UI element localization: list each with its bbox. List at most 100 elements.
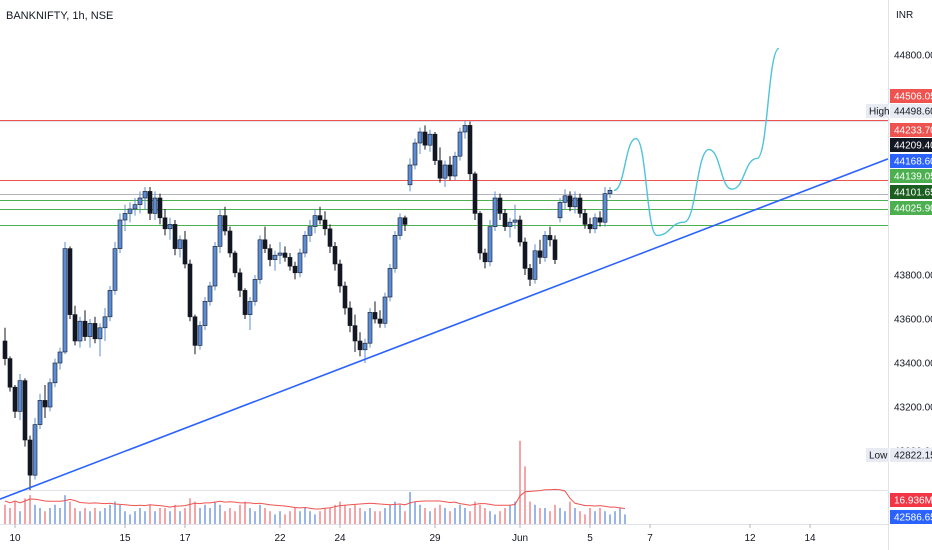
price-tag-bg <box>890 138 932 152</box>
volume-bar <box>359 508 361 524</box>
candle-body <box>7 358 13 388</box>
projection-path <box>613 47 780 237</box>
volume-bar <box>154 511 156 524</box>
candle-body <box>397 217 403 236</box>
price-tag-bg <box>890 493 932 507</box>
volume-bar <box>459 504 461 524</box>
candle-body <box>302 235 308 254</box>
candle-body <box>392 235 398 269</box>
candle-body <box>252 279 258 302</box>
candle-body <box>27 439 33 476</box>
candle-body <box>457 131 463 157</box>
volume-bar <box>169 511 171 524</box>
currency-label: INR <box>896 10 914 21</box>
volume-bars <box>4 440 626 524</box>
drawings <box>0 47 889 500</box>
price-tag-bg <box>890 448 932 462</box>
volume-bar <box>324 508 326 524</box>
volume-bar <box>539 508 541 524</box>
candle-body <box>112 248 118 291</box>
volume-bar <box>444 508 446 524</box>
candle-body <box>432 133 438 161</box>
volume-bar <box>474 501 476 524</box>
volume-bar <box>334 504 336 524</box>
time-tick: 15 <box>119 533 131 544</box>
price-tag: 44168.60 <box>894 157 932 168</box>
volume-bar <box>454 508 456 524</box>
volume-bar <box>49 508 51 524</box>
trendline <box>0 158 889 500</box>
candle-body <box>142 191 148 199</box>
volume-bar <box>564 511 566 524</box>
time-tick: 22 <box>274 533 286 544</box>
candle-body <box>22 380 28 441</box>
volume-bar <box>19 511 21 524</box>
volume-bar <box>489 511 491 524</box>
volume-bar <box>339 501 341 524</box>
candle-body <box>107 290 113 318</box>
candle-body <box>292 265 298 274</box>
candle-body <box>477 213 483 254</box>
price-tag: 44498.60 <box>894 107 932 118</box>
volume-bar <box>414 501 416 524</box>
volume-bar <box>239 504 241 524</box>
time-tick: Jun <box>512 533 528 544</box>
candle-body <box>47 382 53 408</box>
candle-body <box>37 400 43 425</box>
volume-bar <box>379 511 381 524</box>
candle-body <box>182 239 188 265</box>
candle-body <box>232 252 238 274</box>
volume-bar <box>59 508 61 524</box>
volume-bar <box>589 508 591 524</box>
candle-body <box>472 173 478 214</box>
candle-body <box>227 230 233 254</box>
candle-body <box>272 254 278 260</box>
volume-bar <box>234 511 236 524</box>
candle-body <box>132 204 138 210</box>
volume-ma-line <box>4 488 626 510</box>
candle-body <box>562 195 568 203</box>
volume-bar <box>514 501 516 524</box>
candle-body <box>82 320 88 337</box>
candle-body <box>447 164 453 177</box>
price-tag: 42822.15 <box>894 451 932 462</box>
price-tag-bg <box>890 201 932 215</box>
candle-body <box>497 197 503 214</box>
candle-body <box>322 219 328 230</box>
candle-body <box>507 221 513 227</box>
price-tag: 44139.05 <box>894 172 932 183</box>
candle-body <box>257 239 263 280</box>
volume-bar <box>254 511 256 524</box>
volume-bar <box>544 508 546 524</box>
side-label: Low <box>869 451 888 462</box>
candle-body <box>87 323 93 337</box>
candle-body <box>482 252 488 263</box>
candle-body <box>52 362 58 384</box>
candle-body <box>277 252 283 256</box>
volume-bar <box>289 511 291 524</box>
volume-bar <box>119 504 121 524</box>
volume-bar <box>599 508 601 524</box>
candle-body <box>32 424 38 476</box>
candle-body <box>602 193 608 223</box>
volume-bar <box>54 504 56 524</box>
volume-bar <box>604 511 606 524</box>
candle-body <box>607 190 613 194</box>
candle-body <box>527 268 533 280</box>
candle-body <box>157 197 163 219</box>
volume-bar <box>299 511 301 524</box>
price-tags: 44506.05 44498.60 High 44233.70 44209.40 4416… <box>866 89 932 524</box>
volume-bar <box>114 501 116 524</box>
candle-body <box>242 290 248 315</box>
candle-body <box>412 142 418 166</box>
volume-bar <box>104 508 106 524</box>
ticker-label: BANKNIFTY, 1h, NSE <box>6 10 114 22</box>
candle-body <box>442 164 448 179</box>
candle-body <box>92 323 98 340</box>
volume-bar <box>14 501 16 524</box>
volume-bar <box>579 511 581 524</box>
volume-bar <box>204 504 206 524</box>
price-tag: 16.936M <box>894 496 932 507</box>
volume-bar <box>609 514 611 524</box>
